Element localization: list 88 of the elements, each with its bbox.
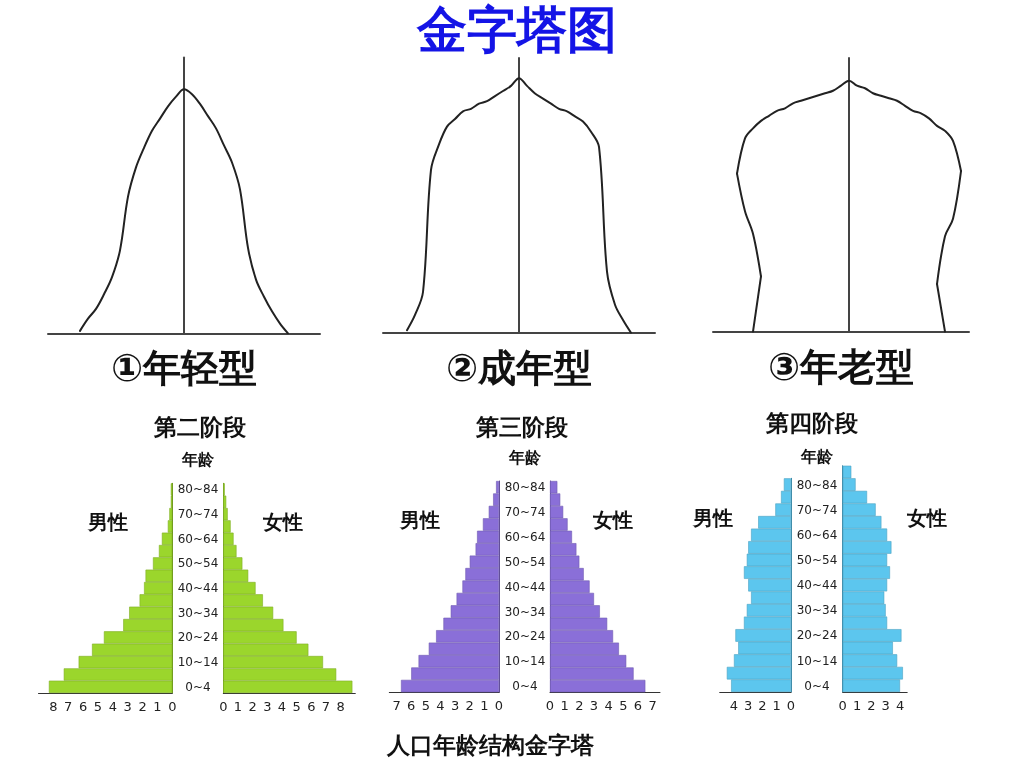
series-label: 男性 <box>88 509 128 534</box>
x-tick-label: 7 <box>648 698 657 714</box>
x-tick-label: 1 <box>772 698 781 713</box>
series-label: 男性 <box>693 505 733 530</box>
y-tick-label: 10~14 <box>504 654 546 669</box>
y-tick-label: 50~54 <box>796 552 838 567</box>
x-tick-label: 6 <box>78 699 88 714</box>
y-axis-title: 年龄 <box>182 449 214 470</box>
y-tick-label: 10~14 <box>177 655 219 670</box>
y-tick-label: 70~74 <box>177 507 219 522</box>
y-tick-label: 0~4 <box>512 679 538 694</box>
x-tick-label: 0 <box>219 699 228 714</box>
x-axis-title: ②成年型 <box>445 345 593 390</box>
x-tick-label: 4 <box>729 698 739 713</box>
y-tick-label: 20~24 <box>796 628 838 643</box>
x-tick-label: 2 <box>138 699 147 714</box>
x-tick-label: 1 <box>153 699 162 714</box>
y-tick-label: 40~44 <box>796 578 838 593</box>
y-tick-label: 20~24 <box>177 630 219 645</box>
y-tick-label: 30~34 <box>177 605 219 620</box>
x-tick-label: 5 <box>421 698 431 714</box>
x-tick-label: 4 <box>895 698 905 713</box>
x-tick-label: 1 <box>852 698 862 713</box>
y-tick-label: 30~34 <box>796 603 838 618</box>
y-tick-label: 70~74 <box>796 502 838 517</box>
y-tick-label: 80~84 <box>177 482 219 497</box>
x-tick-label: 5 <box>292 699 301 714</box>
series-label: 女性 <box>263 509 303 534</box>
y-tick-label: 0~4 <box>185 679 211 694</box>
x-axis-title: ③年老型 <box>767 344 915 389</box>
x-tick-label: 0 <box>494 698 504 714</box>
x-tick-label: 6 <box>407 698 416 714</box>
x-tick-label: 6 <box>633 698 643 714</box>
x-tick-label: 0 <box>838 698 847 713</box>
y-tick-label: 20~24 <box>504 629 546 644</box>
x-tick-label: 3 <box>744 698 753 713</box>
y-tick-label: 40~44 <box>504 579 546 594</box>
x-tick-label: 2 <box>248 699 257 714</box>
x-tick-label: 8 <box>336 699 345 714</box>
x-tick-label: 6 <box>307 699 316 714</box>
y-tick-label: 80~84 <box>796 477 838 492</box>
y-tick-label: 0~4 <box>804 678 830 693</box>
y-axis-title: 年龄 <box>801 446 833 467</box>
x-axis-title: ①年轻型 <box>110 346 258 391</box>
x-tick-label: 4 <box>436 698 445 714</box>
y-tick-label: 60~64 <box>504 529 546 544</box>
x-tick-label: 7 <box>321 699 331 714</box>
series-label: 女性 <box>907 505 947 530</box>
x-tick-label: 3 <box>123 699 132 714</box>
x-tick-label: 2 <box>465 698 474 714</box>
y-tick-label: 10~14 <box>796 653 838 668</box>
chart-title: 第三阶段 <box>476 412 568 441</box>
x-tick-label: 8 <box>49 699 58 714</box>
x-tick-label: 1 <box>560 698 569 714</box>
x-tick-label: 4 <box>604 698 613 714</box>
x-tick-label: 0 <box>786 698 796 713</box>
x-tick-label: 1 <box>480 698 489 714</box>
x-tick-label: 3 <box>450 698 460 714</box>
x-tick-label: 7 <box>392 698 401 714</box>
x-tick-label: 1 <box>233 699 243 714</box>
y-axis-title: 年龄 <box>509 447 541 468</box>
series-label: 女性 <box>593 507 633 532</box>
chart-title: 第二阶段 <box>154 412 246 441</box>
x-tick-label: 4 <box>108 699 117 714</box>
chart-title: 第四阶段 <box>766 408 858 437</box>
y-tick-label: 40~44 <box>177 581 219 596</box>
x-tick-label: 5 <box>619 698 628 714</box>
y-tick-label: 60~64 <box>796 527 838 542</box>
x-tick-label: 2 <box>867 698 876 713</box>
y-tick-label: 50~54 <box>504 554 546 569</box>
x-tick-label: 3 <box>263 699 272 714</box>
y-tick-label: 50~54 <box>177 556 219 571</box>
x-tick-label: 4 <box>277 699 287 714</box>
x-tick-label: 2 <box>575 698 584 714</box>
y-tick-label: 80~84 <box>504 480 546 495</box>
x-tick-label: 5 <box>93 699 103 714</box>
y-tick-label: 70~74 <box>504 505 546 520</box>
chart-title: 金字塔图 <box>417 1 617 60</box>
x-tick-label: 2 <box>758 698 767 713</box>
x-tick-label: 7 <box>64 699 73 714</box>
series-label: 男性 <box>400 507 440 532</box>
x-tick-label: 3 <box>881 698 890 713</box>
y-tick-label: 60~64 <box>177 531 219 546</box>
x-tick-label: 3 <box>589 698 599 714</box>
y-tick-label: 30~34 <box>504 604 546 619</box>
text: 人口年龄结构金字塔 <box>386 731 594 759</box>
x-tick-label: 0 <box>545 698 555 714</box>
x-tick-label: 0 <box>168 699 177 714</box>
